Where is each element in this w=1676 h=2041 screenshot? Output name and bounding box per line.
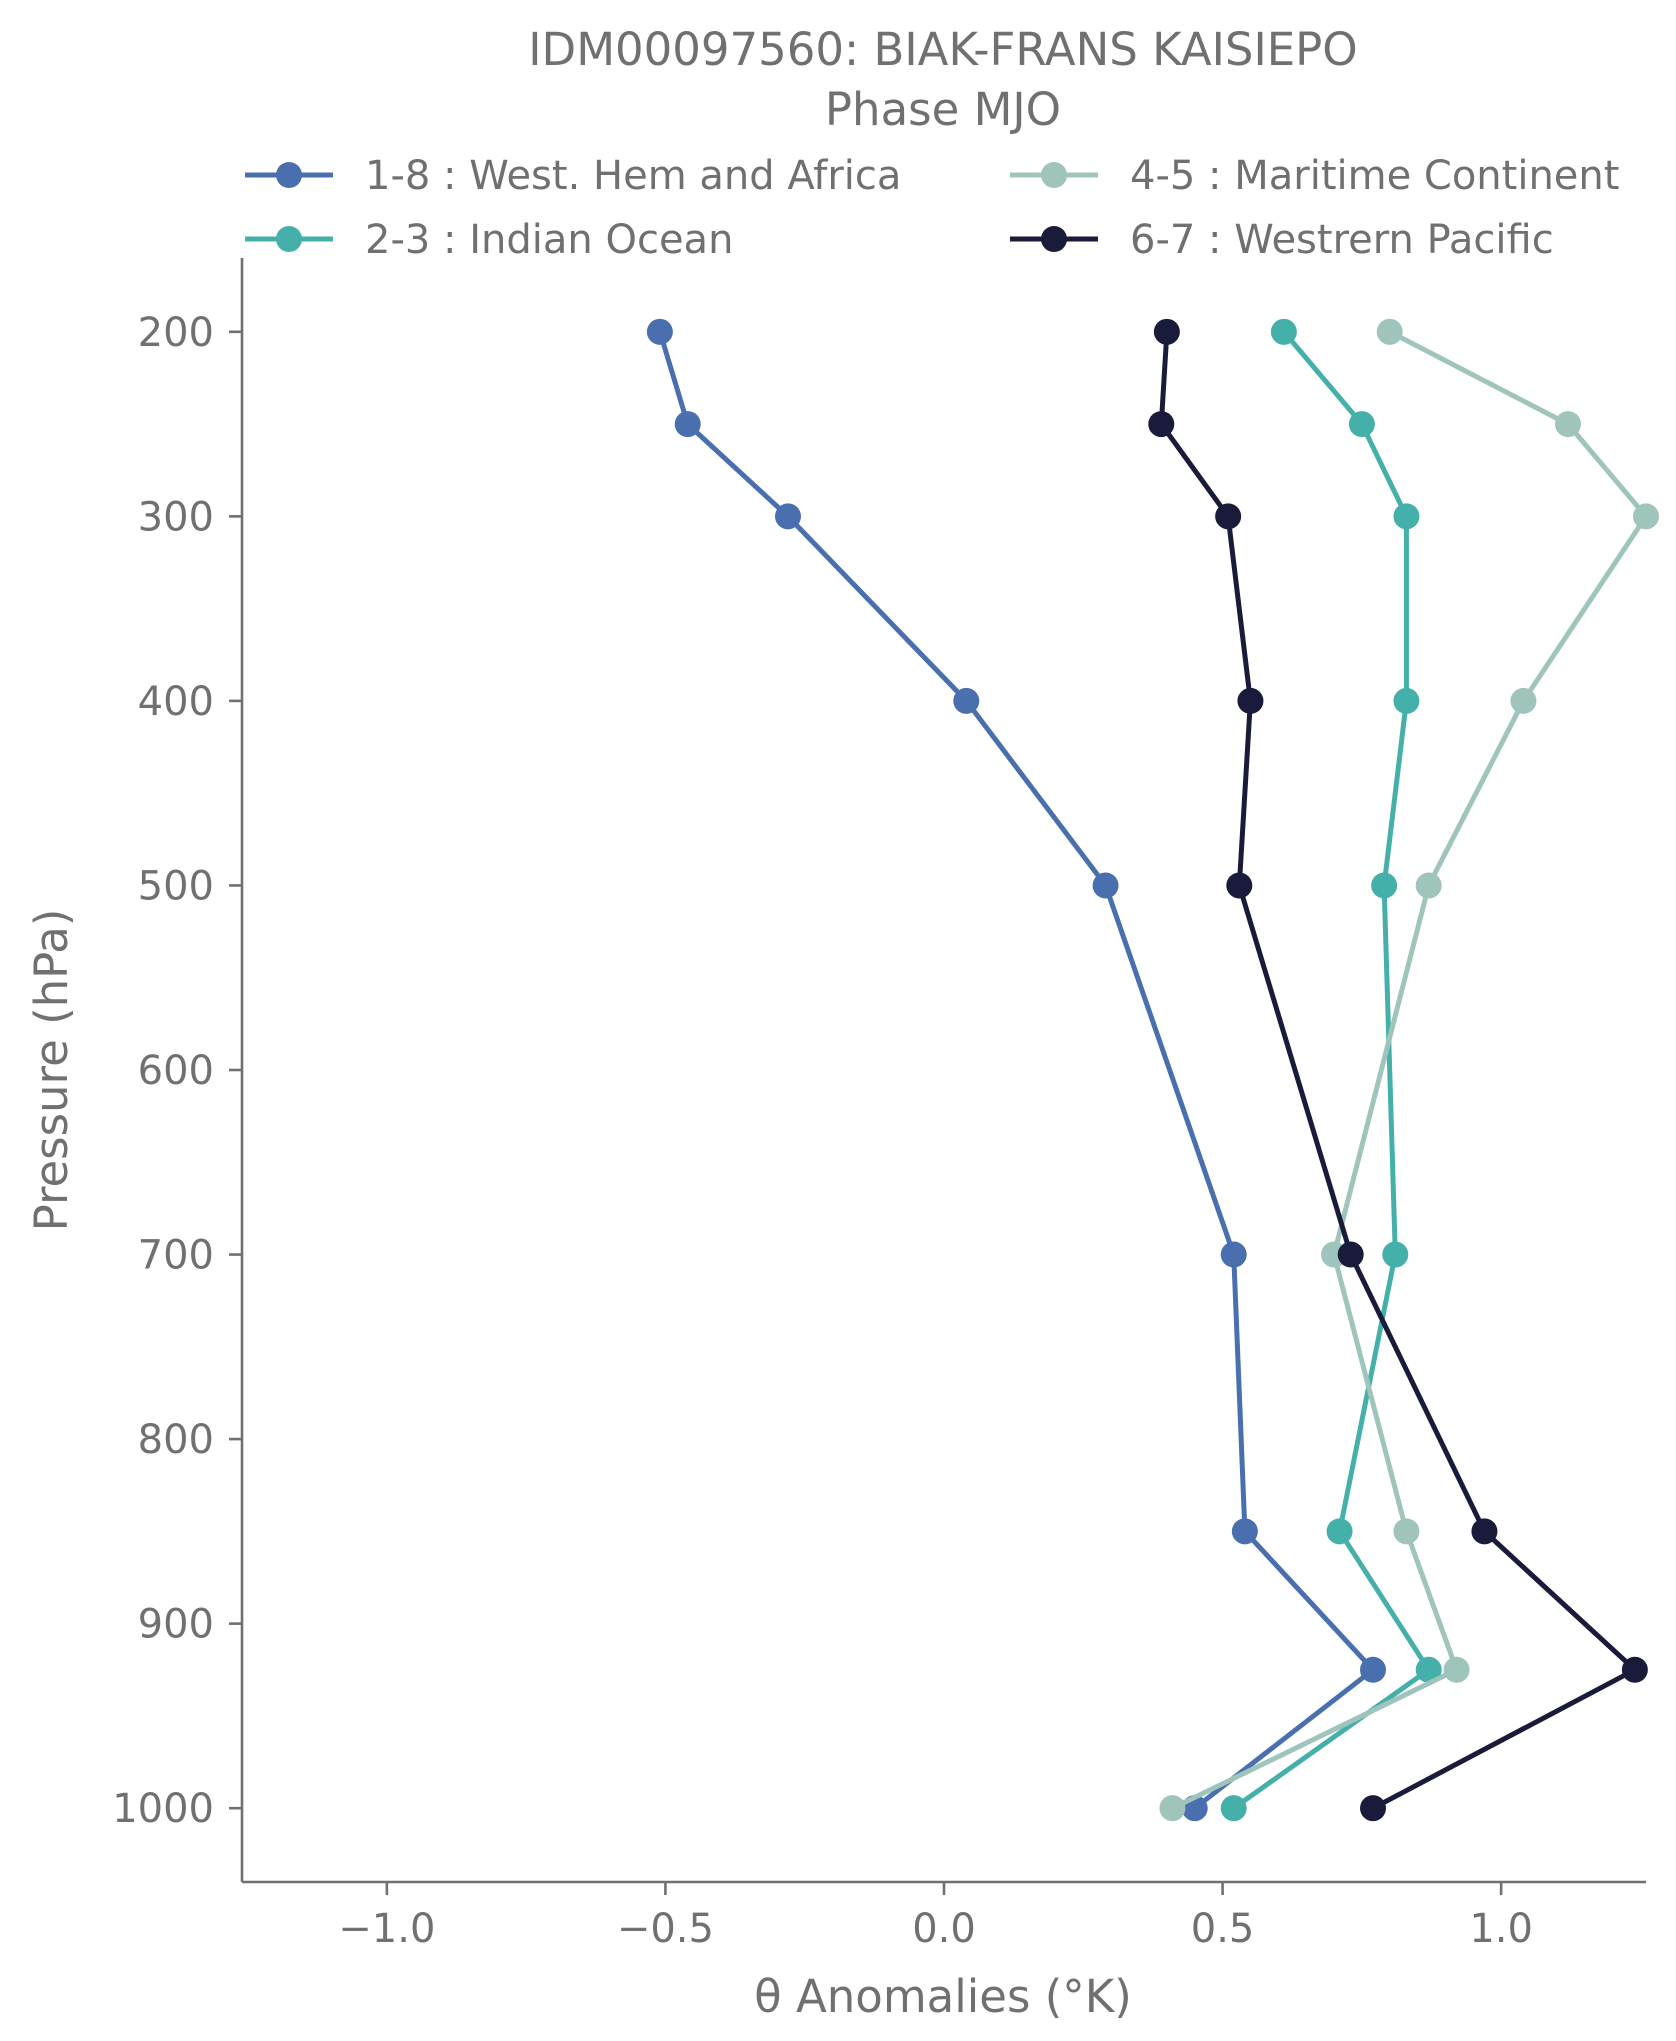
legend-label: 6-7 : Westrern Pacific [1130, 217, 1554, 263]
legend-marker [1041, 226, 1067, 252]
data-point [1510, 687, 1537, 714]
series-line [1158, 331, 1638, 1811]
y-tick-label: 500 [138, 863, 214, 909]
data-point [1360, 1656, 1386, 1683]
y-tick-label: 200 [138, 310, 214, 356]
y-tick-label: 400 [138, 679, 214, 725]
data-point [646, 318, 673, 345]
legend-label: 1-8 : West. Hem and Africa [365, 153, 901, 199]
x-tick-label: 1.0 [1469, 1906, 1533, 1952]
data-point [1337, 1241, 1364, 1268]
series-3 [1159, 318, 1659, 1822]
series-line [1232, 330, 1432, 1811]
data-point [1555, 411, 1581, 438]
data-point [1393, 503, 1420, 530]
data-point [1153, 318, 1180, 345]
data-point [1393, 687, 1420, 714]
data-point [674, 411, 701, 438]
data-point [1148, 411, 1175, 438]
data-point [1415, 1656, 1442, 1683]
legend-item: 4-5 : Maritime Continent [1010, 153, 1619, 199]
data-point [1360, 1795, 1386, 1822]
series-4 [1148, 318, 1648, 1822]
data-point [1371, 872, 1398, 899]
legend-marker [1041, 162, 1067, 188]
data-point [1415, 872, 1442, 899]
data-point [1376, 318, 1403, 345]
data-point [1621, 1656, 1648, 1683]
y-tick-label: 300 [138, 494, 214, 540]
data-point [953, 687, 980, 714]
x-tick-label: −1.0 [338, 1906, 435, 1952]
data-point [1270, 318, 1297, 345]
data-point [1226, 872, 1253, 899]
data-point [1326, 1518, 1353, 1545]
legend-label: 2-3 : Indian Ocean [365, 217, 733, 263]
y-axis-label: Pressure (hPa) [25, 909, 78, 1232]
y-tick-label: 700 [138, 1233, 214, 1279]
x-axis-label: θ Anomalies (°K) [754, 1970, 1132, 2023]
data-point [1471, 1518, 1498, 1545]
y-tick-label: 1000 [112, 1786, 214, 1832]
data-point [775, 503, 801, 530]
data-point [1393, 1518, 1420, 1545]
x-tick-label: 0.5 [1191, 1906, 1255, 1952]
x-tick-label: −0.5 [617, 1906, 714, 1952]
data-point [1348, 411, 1375, 438]
x-ticks: −1.0 −0.5 0.0 0.5 1.0 [338, 1882, 1533, 1952]
data-point [1443, 1656, 1470, 1683]
series-1 [646, 318, 1386, 1822]
data-point [1220, 1795, 1247, 1822]
legend-item: 1-8 : West. Hem and Africa [245, 153, 901, 199]
data-point [1633, 503, 1659, 530]
data-point [1215, 503, 1242, 530]
y-tick-label: 600 [138, 1048, 214, 1094]
data-point [1382, 1241, 1409, 1268]
data-point [1092, 872, 1119, 899]
series-line [1171, 329, 1649, 1811]
legend: 1-8 : West. Hem and Africa 4-5 : Maritime… [245, 153, 1619, 263]
legend-marker [276, 162, 302, 188]
chart-subtitle: Phase MJO [825, 83, 1061, 136]
chart-title: IDM00097560: BIAK-FRANS KAISIEPO [528, 23, 1357, 76]
legend-label: 4-5 : Maritime Continent [1130, 153, 1619, 199]
y-tick-label: 900 [138, 1602, 214, 1648]
data-point [1231, 1518, 1258, 1545]
series-group [646, 318, 1659, 1822]
x-tick-label: 0.0 [912, 1906, 976, 1952]
series-2 [1220, 318, 1442, 1822]
data-point [1237, 687, 1264, 714]
series-line [657, 331, 1376, 1811]
data-point [1159, 1795, 1186, 1822]
y-ticks: 200 300 400 500 600 700 800 900 1000 [112, 310, 242, 1832]
legend-marker [276, 226, 302, 252]
legend-item: 6-7 : Westrern Pacific [1010, 217, 1554, 263]
legend-item: 2-3 : Indian Ocean [245, 217, 733, 263]
data-point [1220, 1241, 1247, 1268]
y-tick-label: 800 [138, 1417, 214, 1463]
axes [240, 258, 1646, 1884]
